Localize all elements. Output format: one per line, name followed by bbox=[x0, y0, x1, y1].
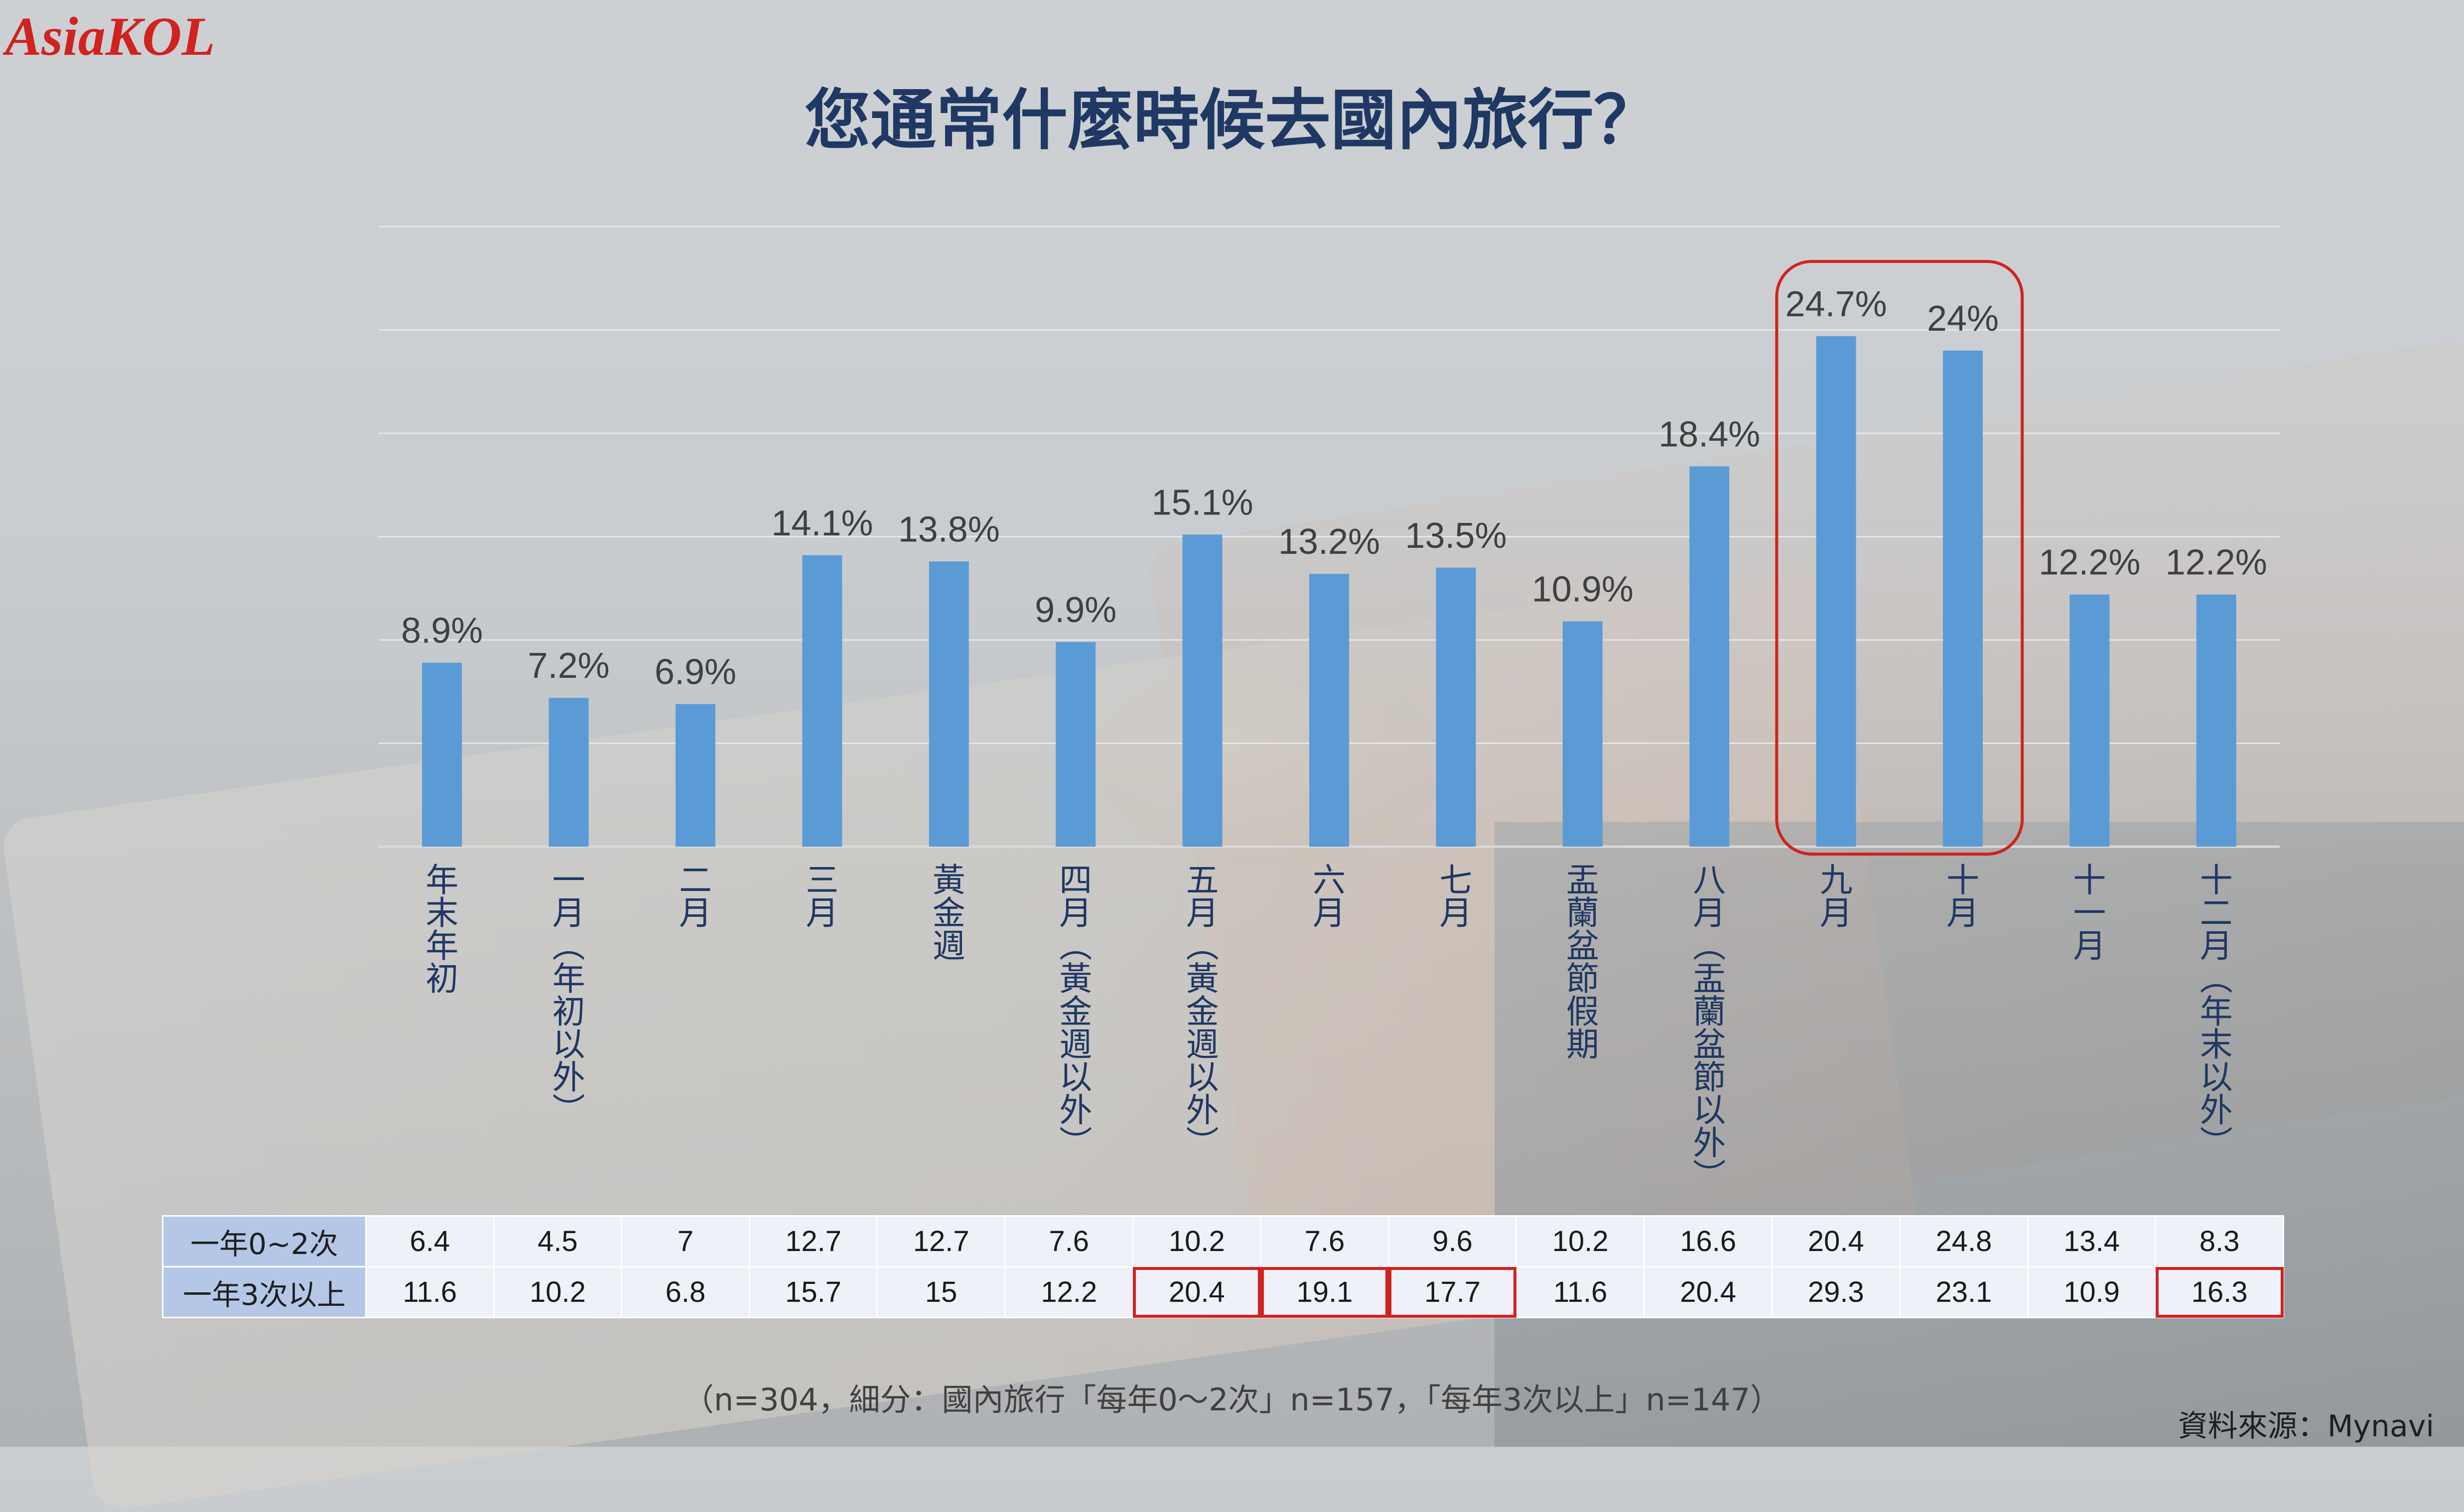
table-row: 一年3次以上 11.6 10.2 6.8 15.7 15 12.2 20.4 19.1 17.7 1… bbox=[162, 1266, 2284, 1318]
data-label: 18.4% bbox=[1658, 414, 1760, 454]
table-cell: 16.3 bbox=[2155, 1266, 2284, 1318]
table-cell: 11.6 bbox=[365, 1266, 495, 1318]
bar bbox=[1689, 466, 1730, 847]
category-label: 黃金週 bbox=[933, 861, 965, 965]
table-cell: 24.8 bbox=[1899, 1215, 2029, 1267]
data-label: 12.2% bbox=[2166, 543, 2267, 583]
table-cell: 7.6 bbox=[1004, 1215, 1134, 1267]
table-cell: 20.4 bbox=[1643, 1266, 1773, 1318]
bar bbox=[2196, 594, 2236, 847]
category-label: 八月︵盂蘭盆節以外︶ bbox=[1693, 861, 1726, 1195]
bar bbox=[1562, 621, 1603, 847]
category-label: 五月︵黃金週以外︶ bbox=[1186, 861, 1219, 1162]
table-cell: 10.2 bbox=[1132, 1215, 1262, 1267]
source-credit: 資料來源：Mynavi bbox=[2178, 1409, 2434, 1444]
table-cell: 8.3 bbox=[2155, 1215, 2284, 1267]
sample-note: （n=304，細分：國內旅行「每年0～2次」n=157，「每年3次以上」n=14… bbox=[683, 1382, 1781, 1418]
bar bbox=[2069, 594, 2110, 847]
category-label: 三月 bbox=[806, 861, 838, 932]
table-row: 一年0~2次 6.4 4.5 7 12.7 12.7 7.6 10.2 7.6 9.6 10.2 16… bbox=[162, 1215, 2284, 1267]
data-label: 13.5% bbox=[1405, 516, 1506, 556]
table-cell: 4.5 bbox=[493, 1215, 623, 1267]
table-cell: 10.2 bbox=[1515, 1215, 1645, 1267]
table-cell: 7.6 bbox=[1260, 1215, 1389, 1267]
category-label: 九月 bbox=[1820, 861, 1853, 932]
row-header: 一年3次以上 bbox=[162, 1266, 367, 1318]
bar bbox=[676, 704, 715, 847]
table-cell: 20.4 bbox=[1771, 1215, 1901, 1267]
table-cell: 9.6 bbox=[1387, 1215, 1517, 1267]
table-cell: 19.1 bbox=[1260, 1266, 1389, 1318]
data-label: 24.7% bbox=[1785, 284, 1887, 324]
table-cell: 29.3 bbox=[1771, 1266, 1901, 1318]
bar bbox=[929, 561, 969, 847]
data-label: 15.1% bbox=[1152, 483, 1253, 522]
category-label: 七月 bbox=[1439, 861, 1472, 932]
table-cell: 10.2 bbox=[493, 1266, 623, 1318]
svg-text:AsiaKOL: AsiaKOL bbox=[3, 6, 215, 67]
bar bbox=[1309, 574, 1349, 847]
data-label: 6.9% bbox=[655, 652, 736, 692]
table-cell: 6.4 bbox=[365, 1215, 495, 1267]
category-label: 一月︵年初以外︶ bbox=[552, 861, 585, 1130]
data-label: 13.2% bbox=[1278, 522, 1380, 562]
bar bbox=[1436, 567, 1476, 847]
data-label: 13.8% bbox=[898, 509, 1000, 549]
category-label: 十月 bbox=[1946, 861, 1979, 932]
bar bbox=[1056, 642, 1096, 847]
data-table: 一年0~2次 6.4 4.5 7 12.7 12.7 7.6 10.2 7.6 9.6 10.2 16… bbox=[162, 1215, 2284, 1318]
table-cell: 12.7 bbox=[876, 1215, 1006, 1267]
table-cell: 15.7 bbox=[748, 1266, 878, 1318]
data-label: 8.9% bbox=[401, 611, 483, 651]
table-cell: 11.6 bbox=[1515, 1266, 1645, 1318]
category-label: 二月 bbox=[679, 861, 712, 932]
category-label: 盂蘭盆節假期 bbox=[1566, 861, 1599, 1064]
bar bbox=[1182, 534, 1223, 847]
table-cell: 15 bbox=[876, 1266, 1006, 1318]
table-cell: 20.4 bbox=[1132, 1266, 1262, 1318]
category-label: 十二月︵年末以外︶ bbox=[2200, 861, 2233, 1162]
bar-chart: 8.9% 年末年初 7.2% 一月︵年初以外︶ 6.9% 二月 14.1% 三月 13.8% 黃金… bbox=[379, 226, 2280, 1195]
bar bbox=[422, 662, 462, 847]
table-cell: 10.9 bbox=[2027, 1266, 2157, 1318]
category-label: 四月︵黃金週以外︶ bbox=[1059, 861, 1092, 1162]
bar bbox=[1816, 336, 1856, 847]
highlight-box bbox=[1775, 259, 2024, 856]
bar bbox=[548, 698, 589, 847]
table-cell: 7 bbox=[621, 1215, 750, 1267]
table-cell: 16.6 bbox=[1643, 1215, 1773, 1267]
bar bbox=[802, 555, 842, 847]
data-label: 10.9% bbox=[1532, 570, 1634, 610]
table-cell: 6.8 bbox=[621, 1266, 750, 1318]
table-cell: 17.7 bbox=[1387, 1266, 1517, 1318]
page-title: 您通常什麼時候去國內旅行？ bbox=[805, 82, 1659, 159]
row-header: 一年0~2次 bbox=[162, 1215, 367, 1267]
table-cell: 23.1 bbox=[1899, 1266, 2029, 1318]
data-label: 14.1% bbox=[771, 504, 873, 543]
table-cell: 12.2 bbox=[1004, 1266, 1134, 1318]
table-cell: 12.7 bbox=[748, 1215, 878, 1267]
bar bbox=[1943, 351, 1983, 847]
data-label: 9.9% bbox=[1035, 590, 1116, 630]
asiakol-logo: AsiaKOL bbox=[3, 6, 215, 67]
category-label: 年末年初 bbox=[425, 861, 458, 998]
category-label: 六月 bbox=[1313, 861, 1346, 932]
table-cell: 13.4 bbox=[2027, 1215, 2157, 1267]
data-label: 24% bbox=[1927, 299, 1999, 339]
data-label: 7.2% bbox=[528, 646, 610, 686]
category-label: 十一月 bbox=[2073, 861, 2106, 965]
data-label: 12.2% bbox=[2039, 543, 2140, 583]
